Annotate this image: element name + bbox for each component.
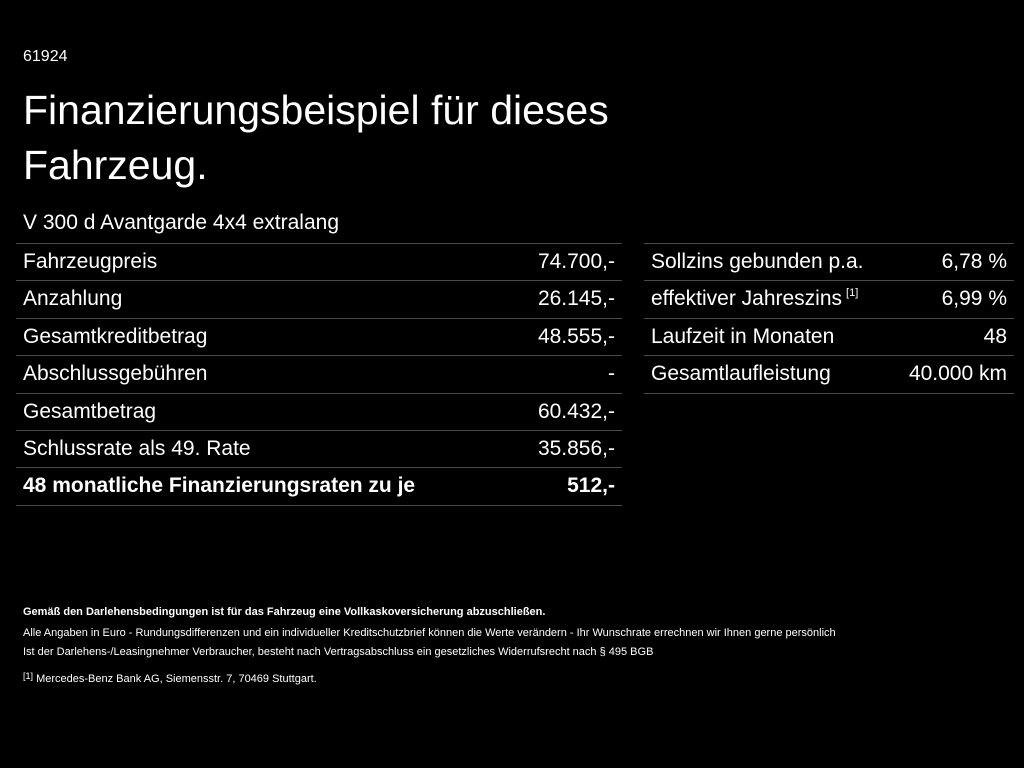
label-text: Abschlussgebühren [23, 362, 208, 386]
row-value: 40.000 km [908, 362, 1007, 386]
label-text: Schlussrate als 49. Rate [23, 436, 251, 460]
table-row: Sollzins gebunden p.a. 6,78 % [644, 243, 1014, 280]
table-row: 48 monatliche Finanzierungsraten zu je 51… [16, 467, 622, 506]
table-row: Gesamtbetrag 60.432,- [16, 392, 622, 430]
table-row: Abschlussgebühren - [16, 355, 622, 392]
row-label: Gesamtkreditbetrag [23, 325, 207, 349]
row-value: 60.432,- [537, 399, 615, 423]
row-value: 48 [983, 324, 1007, 348]
row-label: Sollzins gebunden p.a. [651, 250, 864, 274]
row-label: Schlussrate als 49. Rate [23, 437, 251, 461]
label-text: Fahrzeugpreis [23, 250, 158, 273]
row-value: 6,99 % [941, 287, 1007, 311]
table-row: Schlussrate als 49. Rate 35.856,- [16, 429, 622, 467]
footnote-text: Mercedes-Benz Bank AG, Siemensstr. 7, 70… [36, 673, 317, 685]
table-row: Gesamtkreditbetrag 48.555,- [16, 317, 622, 355]
table-row: effektiver Jahreszins [1] 6,99 % [644, 280, 1014, 317]
row-label: effektiver Jahreszins [1] [651, 287, 858, 311]
label-text: 48 monatliche Finanzierungsraten zu je [23, 474, 416, 498]
row-value: 74.700,- [537, 250, 615, 273]
table-row: Fahrzeugpreis 74.700,- [16, 243, 622, 280]
footnote-ref: [1] [846, 287, 859, 300]
table-row: Anzahlung 26.145,- [16, 280, 622, 317]
row-value: 48.555,- [537, 324, 615, 348]
note: Gemäß den Darlehensbedingungen ist für d… [23, 606, 546, 618]
row-label: Abschlussgebühren [23, 362, 207, 386]
row-value: 26.145,- [537, 287, 615, 311]
label-text: Anzahlung [23, 287, 123, 311]
rate-table: Sollzins gebunden p.a. 6,78 % effektiver J… [644, 243, 1014, 394]
row-label: 48 monatliche Finanzierungsraten zu je [23, 474, 415, 498]
label-text: Sollzins gebunden p.a. [651, 250, 864, 273]
note: Ist der Darlehens-/Leasingnehmer Verbrau… [23, 646, 654, 658]
label-text: effektiver Jahreszins [651, 287, 843, 311]
title: Finanzierungsbeispiel für dieses [23, 87, 609, 133]
footnote: [1] Mercedes-Benz Bank AG, Siemensstr. 7… [23, 671, 317, 685]
table-row: Gesamtlaufleistung 40.000 km [644, 355, 1014, 394]
row-label: Fahrzeugpreis [23, 250, 157, 274]
row-value: - [608, 362, 615, 386]
row-label: Gesamtlaufleistung [651, 362, 831, 386]
finance-table: Fahrzeugpreis 74.700,- Anzahlung 26.145,- Ge… [16, 243, 622, 506]
row-label: Anzahlung [23, 287, 122, 311]
title: Fahrzeug. [23, 142, 208, 188]
label-text: Laufzeit in Monaten [651, 324, 835, 348]
row-value: 512,- [567, 474, 615, 498]
model-name: V 300 d Avantgarde 4x4 extralang [23, 211, 340, 234]
row-value: 35.856,- [537, 436, 615, 460]
row-label: Laufzeit in Monaten [651, 325, 834, 349]
note: Alle Angaben in Euro - Rundungsdifferenz… [23, 627, 836, 639]
vehicle-code: 61924 [23, 48, 68, 65]
label-text: Gesamtbetrag [23, 399, 157, 423]
row-label: Gesamtbetrag [23, 400, 156, 424]
table-row: Laufzeit in Monaten 48 [644, 317, 1014, 355]
label-text: Gesamtlaufleistung [651, 362, 831, 386]
footnote-marker: [1] [23, 671, 34, 681]
label-text: Gesamtkreditbetrag [23, 324, 208, 348]
row-value: 6,78 % [941, 250, 1007, 273]
